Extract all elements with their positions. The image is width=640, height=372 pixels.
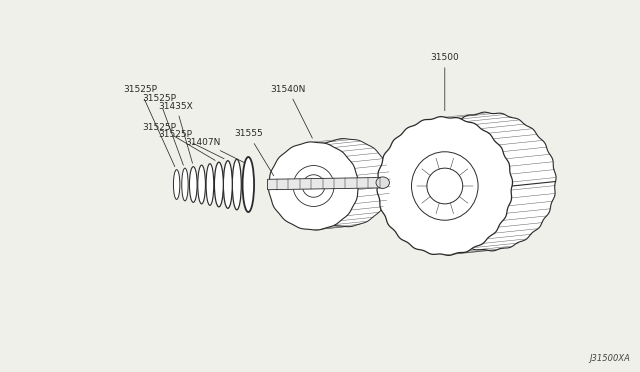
Ellipse shape bbox=[302, 175, 325, 197]
Ellipse shape bbox=[376, 177, 389, 188]
Polygon shape bbox=[377, 116, 513, 255]
Ellipse shape bbox=[189, 167, 197, 202]
Ellipse shape bbox=[173, 170, 180, 199]
Text: 31525P: 31525P bbox=[123, 85, 175, 167]
Ellipse shape bbox=[232, 159, 241, 210]
Polygon shape bbox=[301, 139, 390, 227]
Text: 31525P: 31525P bbox=[159, 130, 224, 159]
Polygon shape bbox=[269, 142, 358, 230]
Ellipse shape bbox=[412, 152, 478, 220]
Text: 31525P: 31525P bbox=[142, 94, 184, 165]
Ellipse shape bbox=[206, 164, 214, 205]
Text: 31500: 31500 bbox=[431, 53, 459, 111]
Text: 31435X: 31435X bbox=[159, 102, 193, 163]
Text: J31500XA: J31500XA bbox=[589, 354, 630, 363]
Ellipse shape bbox=[182, 168, 188, 201]
Ellipse shape bbox=[223, 161, 232, 208]
Ellipse shape bbox=[198, 165, 205, 204]
Ellipse shape bbox=[293, 166, 334, 206]
Polygon shape bbox=[420, 112, 556, 251]
Text: 31540N: 31540N bbox=[270, 85, 312, 138]
Ellipse shape bbox=[214, 162, 223, 207]
Text: 31407N: 31407N bbox=[186, 138, 244, 163]
Ellipse shape bbox=[243, 157, 254, 212]
Text: 31555: 31555 bbox=[234, 129, 274, 176]
Ellipse shape bbox=[427, 168, 463, 204]
Text: 31525P: 31525P bbox=[142, 123, 215, 160]
Polygon shape bbox=[268, 177, 383, 190]
